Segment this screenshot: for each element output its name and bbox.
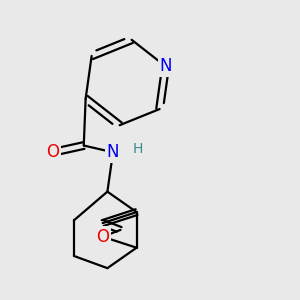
Text: N: N [107,143,119,161]
Text: N: N [159,57,172,75]
Text: O: O [46,143,59,161]
Text: H: H [132,142,142,155]
Text: O: O [96,228,109,246]
